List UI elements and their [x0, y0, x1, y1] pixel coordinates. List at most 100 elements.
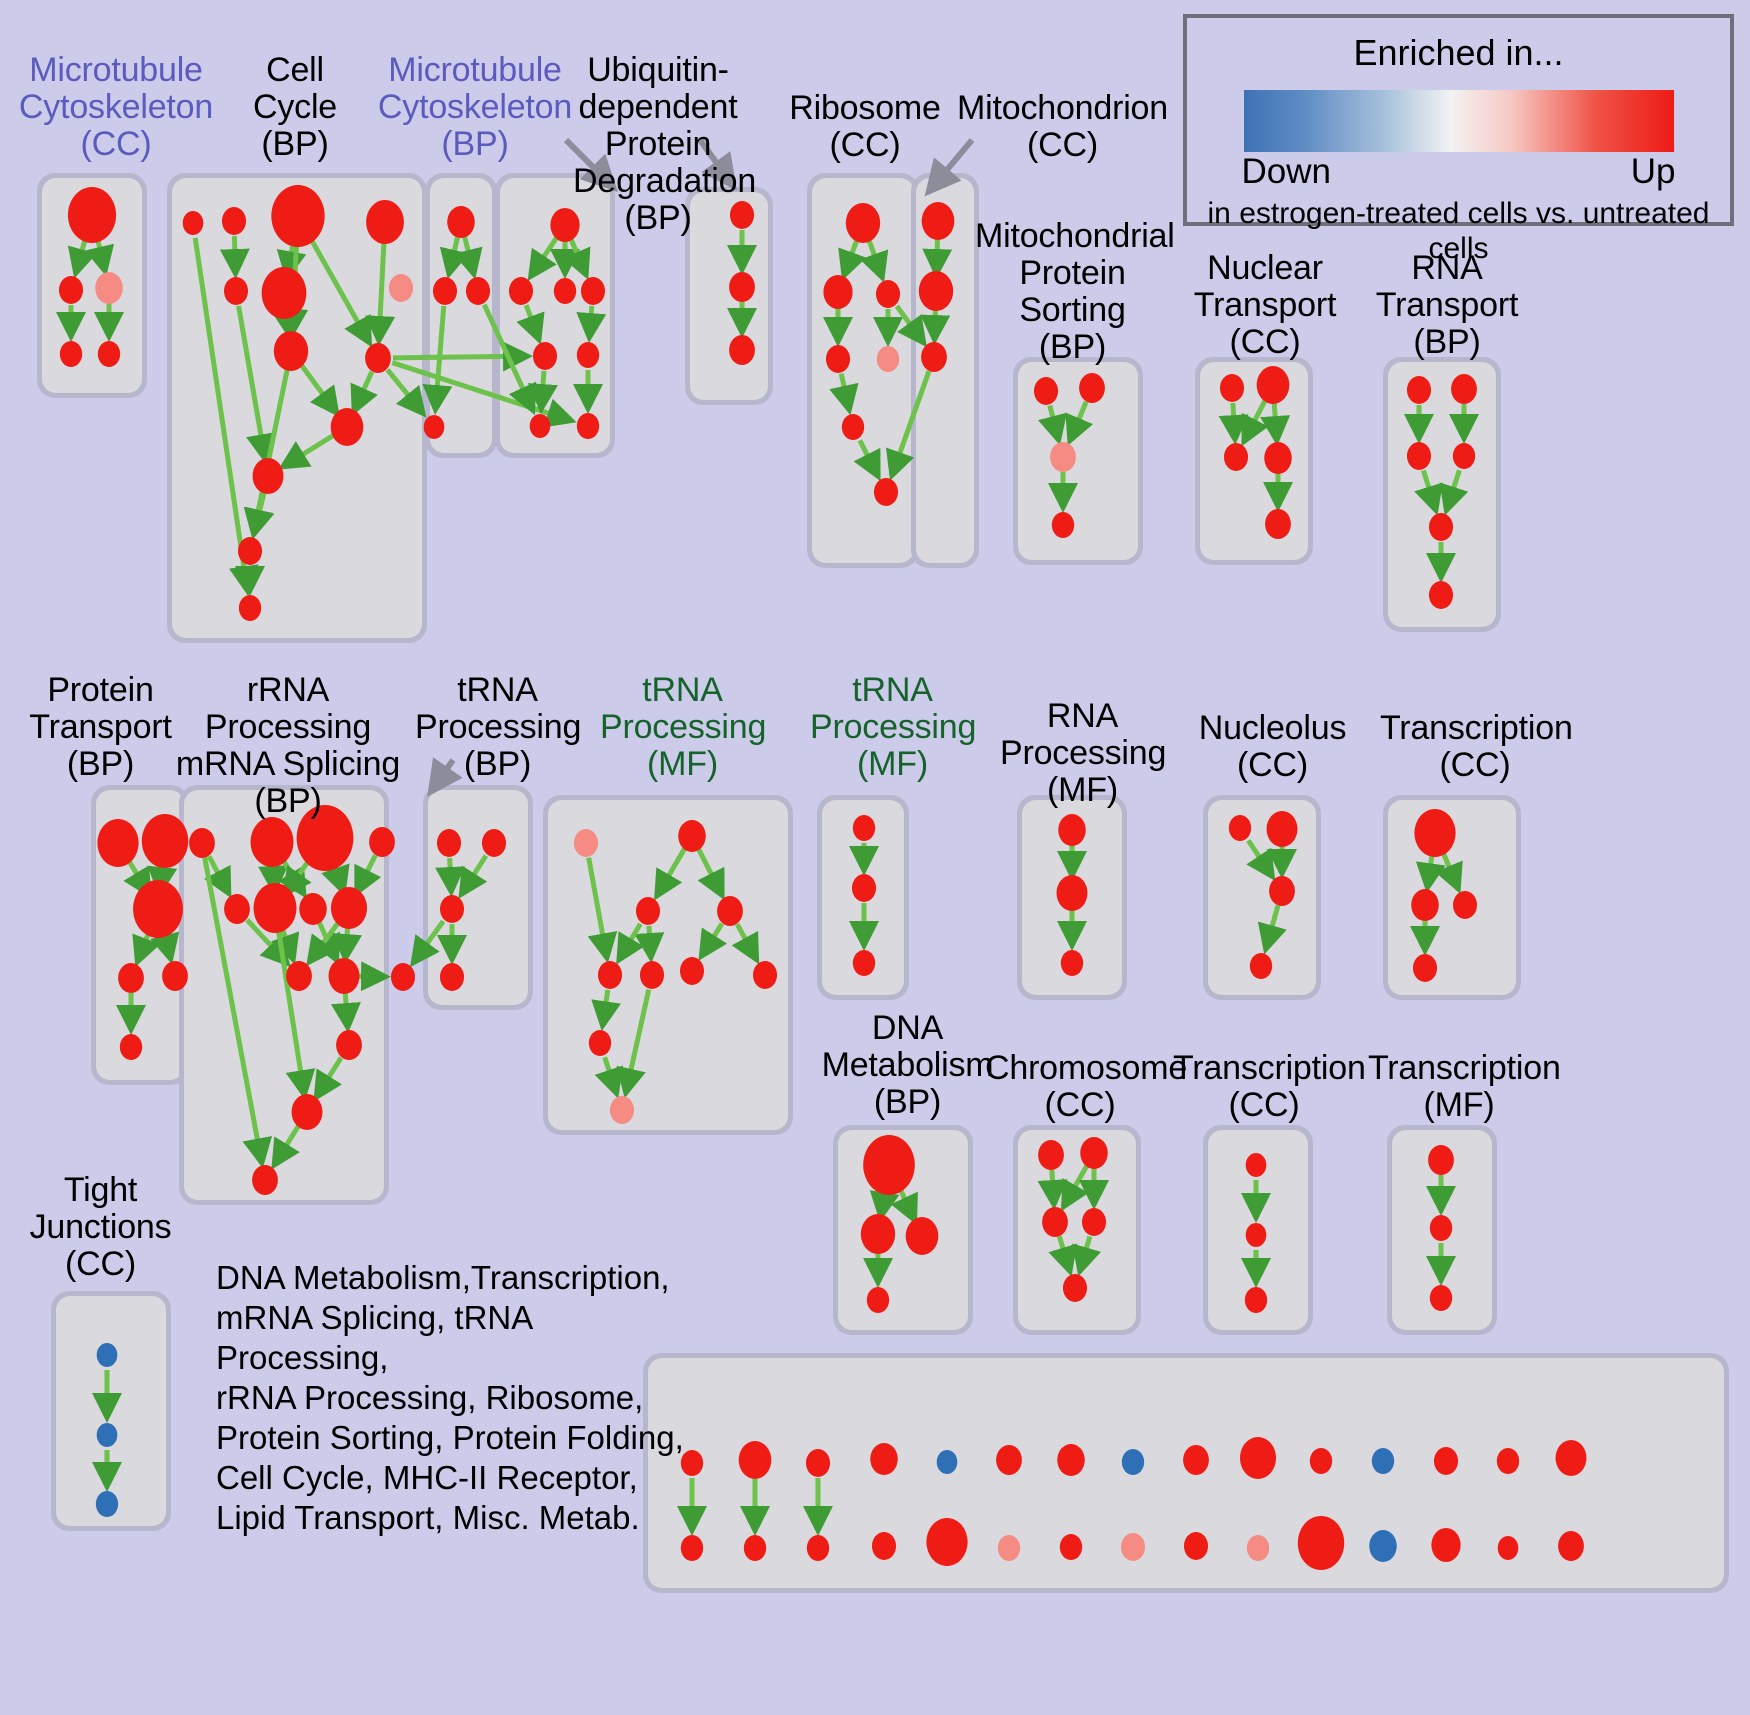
network-node [423, 415, 445, 439]
network-node [96, 1423, 118, 1447]
network-node [119, 1034, 143, 1060]
edge [586, 857, 618, 964]
edge [410, 919, 446, 968]
edge [576, 305, 607, 344]
network-node [271, 185, 325, 247]
label-cell-cycle-bp: Cell Cycle (BP) [252, 51, 338, 163]
network-node [162, 961, 188, 991]
edge [1241, 397, 1269, 447]
network-node [1059, 1534, 1083, 1560]
label-chromosome-cc: Chromosome (CC) [985, 1049, 1188, 1124]
edge [1414, 469, 1443, 516]
edge [435, 857, 466, 898]
network-node [588, 1030, 612, 1056]
network-node [873, 478, 899, 506]
edge [885, 370, 932, 481]
network-node [1433, 1447, 1459, 1475]
callout-arrow [924, 138, 975, 197]
network-node [1371, 1448, 1395, 1474]
network-node [1081, 1208, 1107, 1236]
network-node [926, 1518, 968, 1566]
edge [204, 855, 232, 899]
label-ribosome-cc: Ribosome (CC) [789, 89, 941, 164]
network-node [253, 883, 297, 933]
network-node [743, 1535, 767, 1561]
edge [453, 235, 483, 280]
network-node [221, 207, 247, 235]
edge [1060, 1164, 1089, 1212]
edge [236, 305, 276, 465]
network-node [1428, 581, 1454, 609]
network-node [388, 274, 414, 302]
edge [859, 236, 889, 283]
network-node [237, 537, 263, 565]
network-node [261, 267, 307, 319]
network-node [1120, 1533, 1146, 1561]
edge [922, 235, 953, 280]
network-node [1429, 1285, 1453, 1311]
network-node [1239, 1437, 1277, 1479]
network-node [876, 346, 900, 372]
network-node [118, 963, 144, 993]
network-node [1038, 1140, 1064, 1170]
network-node [1060, 950, 1084, 976]
network-node [58, 276, 84, 304]
network-node [291, 1094, 323, 1130]
edge [1218, 402, 1249, 446]
edge [1037, 404, 1068, 446]
edge [354, 854, 382, 898]
network-node [729, 335, 755, 365]
edge [481, 303, 537, 416]
edge [303, 227, 373, 348]
network-node [729, 201, 755, 229]
edge [219, 235, 250, 280]
network-node [997, 1535, 1021, 1561]
edge [731, 922, 760, 965]
network-node [465, 277, 491, 305]
edge [331, 990, 361, 1034]
legend-up-label: Up [1630, 152, 1676, 191]
edge [350, 370, 378, 417]
label-trna-processing-mf-2: tRNA Processing (MF) [810, 671, 977, 783]
network-node [390, 963, 416, 991]
network-node [1452, 443, 1476, 469]
network-node [1183, 1445, 1209, 1475]
network-node [95, 272, 123, 304]
network-node [1496, 1448, 1520, 1474]
network-node [825, 345, 851, 373]
network-node [224, 894, 250, 924]
network-node [752, 961, 778, 989]
network-node [921, 342, 947, 372]
network-node [1256, 366, 1290, 404]
network-node [573, 829, 599, 857]
network-node [1249, 953, 1273, 979]
callout-arrow [697, 138, 737, 191]
network-node [330, 887, 368, 929]
network-node [95, 1491, 119, 1517]
legend-box: Enriched in... Down Up in estrogen-treat… [1183, 14, 1734, 265]
network-node [223, 277, 249, 305]
label-rrna-processing-mrna-splicing-bp: rRNA Processing mRNA Splicing (BP) [175, 671, 401, 820]
edge [278, 432, 336, 470]
edge [1065, 400, 1094, 446]
network-node [1555, 1440, 1587, 1476]
network-node [550, 208, 580, 242]
network-node [532, 342, 558, 370]
network-node [1183, 1532, 1209, 1560]
edge [527, 236, 559, 282]
panel-trna-processing-bp [423, 785, 533, 1010]
legend-title: Enriched in... [1353, 32, 1564, 73]
network-node [871, 1532, 897, 1560]
label-nuclear-transport-cc: Nuclear Transport (CC) [1193, 249, 1337, 361]
label-transcription-mf: Transcription (MF) [1368, 1049, 1561, 1124]
network-node [1079, 373, 1105, 403]
label-protein-transport-bp: Protein Transport (BP) [29, 671, 172, 783]
network-node [189, 828, 215, 858]
network-node [852, 815, 876, 841]
legend-subtitle: in estrogen-treated cells vs. untreated … [1207, 197, 1710, 265]
network-node [875, 280, 901, 308]
edge [616, 989, 652, 1099]
network-node [1414, 809, 1456, 857]
network-node [905, 1217, 939, 1255]
